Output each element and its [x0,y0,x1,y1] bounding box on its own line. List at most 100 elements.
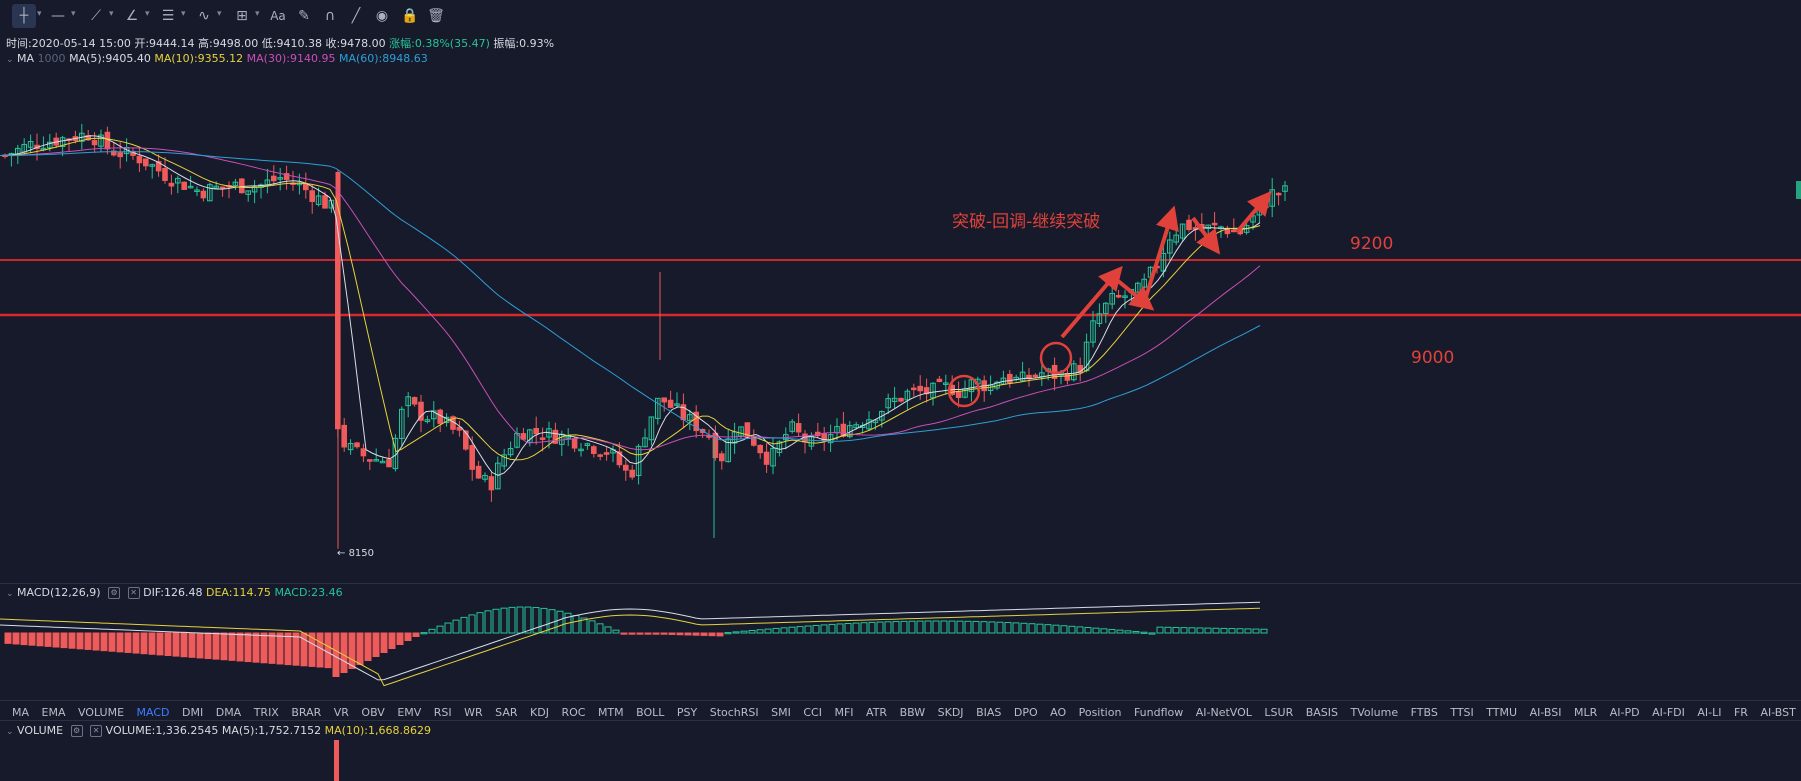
tab-basis[interactable]: BASIS [1305,706,1338,719]
macd-histogram-bar [76,632,84,650]
tab-mtm[interactable]: MTM [597,706,624,719]
lock-icon[interactable]: 🔒 [401,8,419,24]
candle-body [719,453,725,462]
macd-separator[interactable] [0,583,1801,584]
tab-dpo[interactable]: DPO [1013,706,1038,719]
volume-settings-icon[interactable]: ⚙ [70,725,83,737]
tab-volume[interactable]: VOLUME [77,706,125,719]
macd-histogram-bar [172,632,180,657]
tab-skdj[interactable]: SKDJ [937,706,964,719]
angle-icon[interactable]: ∠ [125,8,139,24]
tab-lsur[interactable]: LSUR [1264,706,1294,719]
tab-fundflow[interactable]: Fundflow [1133,706,1184,719]
volume-collapse-icon[interactable]: ⌄ [6,727,14,737]
measure-icon[interactable]: ⊞ [236,8,248,24]
candle-body [565,436,572,439]
candle-body [968,379,975,393]
horizontal-line-icon[interactable]: — [51,8,65,24]
macd-close-icon[interactable]: ✕ [127,587,140,599]
macd-settings-icon[interactable]: ⚙ [108,587,121,599]
tab-dma[interactable]: DMA [215,706,242,719]
candle-body [411,397,418,405]
ruler-icon[interactable]: ╱ [351,8,361,24]
macd-histogram-bar [92,632,100,651]
tab-wr[interactable]: WR [464,706,483,719]
candle-body [667,399,674,408]
text-icon[interactable]: Aa [270,9,286,23]
magnet-icon[interactable]: ∩ [324,8,336,24]
tab-bias[interactable]: BIAS [976,706,1002,719]
tab-vr[interactable]: VR [333,706,349,719]
collapse-chevron-icon[interactable]: ⌄ [6,55,14,65]
tab-smi[interactable]: SMI [771,706,791,719]
macd-histogram-bar [508,606,516,634]
tab-ttsi[interactable]: TTSI [1450,706,1474,719]
dropdown-chevron-icon[interactable]: ▾ [145,9,150,19]
tab-boll[interactable]: BOLL [636,706,665,719]
tab-roc[interactable]: ROC [561,706,586,719]
crash-candle [335,172,341,397]
tab-mlr[interactable]: MLR [1574,706,1598,719]
macd-collapse-icon[interactable]: ⌄ [6,589,14,599]
tab-position[interactable]: Position [1078,706,1122,719]
tab-dmi[interactable]: DMI [182,706,204,719]
annotation-icon[interactable]: ✎ [298,8,310,24]
trend-line-icon[interactable]: ⟋ [91,8,101,24]
dropdown-chevron-icon[interactable]: ▾ [217,9,222,19]
tab-mfi[interactable]: MFI [834,706,854,719]
macd-histogram-bar [228,632,236,661]
tab-emv[interactable]: EMV [397,706,422,719]
volume-close-icon[interactable]: ✕ [90,725,103,737]
pattern-annotation: 突破-回调-继续突破 [952,212,1101,232]
tab-brar[interactable]: BRAR [291,706,322,719]
tab-ema[interactable]: EMA [41,706,66,719]
ma60-line [0,151,1261,442]
parallel-lines-icon[interactable]: ☰ [161,8,175,24]
tab-ao[interactable]: AO [1050,706,1067,719]
tab-ai-netvol[interactable]: AI-NetVOL [1195,706,1252,719]
tab-trix[interactable]: TRIX [253,706,279,719]
tab-atr[interactable]: ATR [866,706,888,719]
dropdown-chevron-icon[interactable]: ▾ [255,9,260,19]
tab-stochrsi[interactable]: StochRSI [709,706,759,719]
candle-body [194,189,200,192]
tab-ai-li[interactable]: AI-LI [1697,706,1722,719]
dropdown-chevron-icon[interactable]: ▾ [71,9,76,19]
tab-ftbs[interactable]: FTBS [1410,706,1438,719]
dropdown-chevron-icon[interactable]: ▾ [181,9,186,19]
macd-histogram-bar [796,626,804,634]
macd-histogram-bar [1092,627,1100,634]
wave-pattern-icon[interactable]: ∿ [198,8,210,24]
crosshair-icon[interactable]: ┼ [12,4,36,28]
macd-histogram-bar [820,624,828,634]
macd-histogram-bar [900,620,908,634]
tab-ma[interactable]: MA [12,706,30,719]
tab-psy[interactable]: PSY [676,706,698,719]
tab-ai-bsi[interactable]: AI-BSI [1529,706,1562,719]
tab-ai-pd[interactable]: AI-PD [1609,706,1640,719]
tab-bbw[interactable]: BBW [899,706,926,719]
tab-macd[interactable]: MACD [136,706,170,719]
tab-ai-fdi[interactable]: AI-FDI [1652,706,1685,719]
tab-ai-bst[interactable]: AI-BST [1760,706,1796,719]
candle-body [687,414,693,421]
macd-histogram-bar [908,620,916,634]
macd-histogram-bar [276,632,284,665]
tab-kdj[interactable]: KDJ [530,706,549,719]
candle-body [405,396,411,407]
tab-ttmu[interactable]: TTMU [1486,706,1518,719]
tab-obv[interactable]: OBV [361,706,385,719]
dropdown-chevron-icon[interactable]: ▾ [109,9,114,19]
macd-histogram-bar [188,632,196,658]
tab-tvolume[interactable]: TVolume [1350,706,1399,719]
tab-rsi[interactable]: RSI [433,706,452,719]
dropdown-chevron-icon[interactable]: ▾ [37,9,42,19]
candle-body [341,424,347,448]
tab-sar[interactable]: SAR [495,706,518,719]
tab-fr[interactable]: FR [1733,706,1748,719]
candle-body [354,442,360,448]
trash-icon[interactable]: 🗑 [427,8,445,24]
tab-cci[interactable]: CCI [803,706,822,719]
eye-icon[interactable]: ◉ [375,8,389,24]
